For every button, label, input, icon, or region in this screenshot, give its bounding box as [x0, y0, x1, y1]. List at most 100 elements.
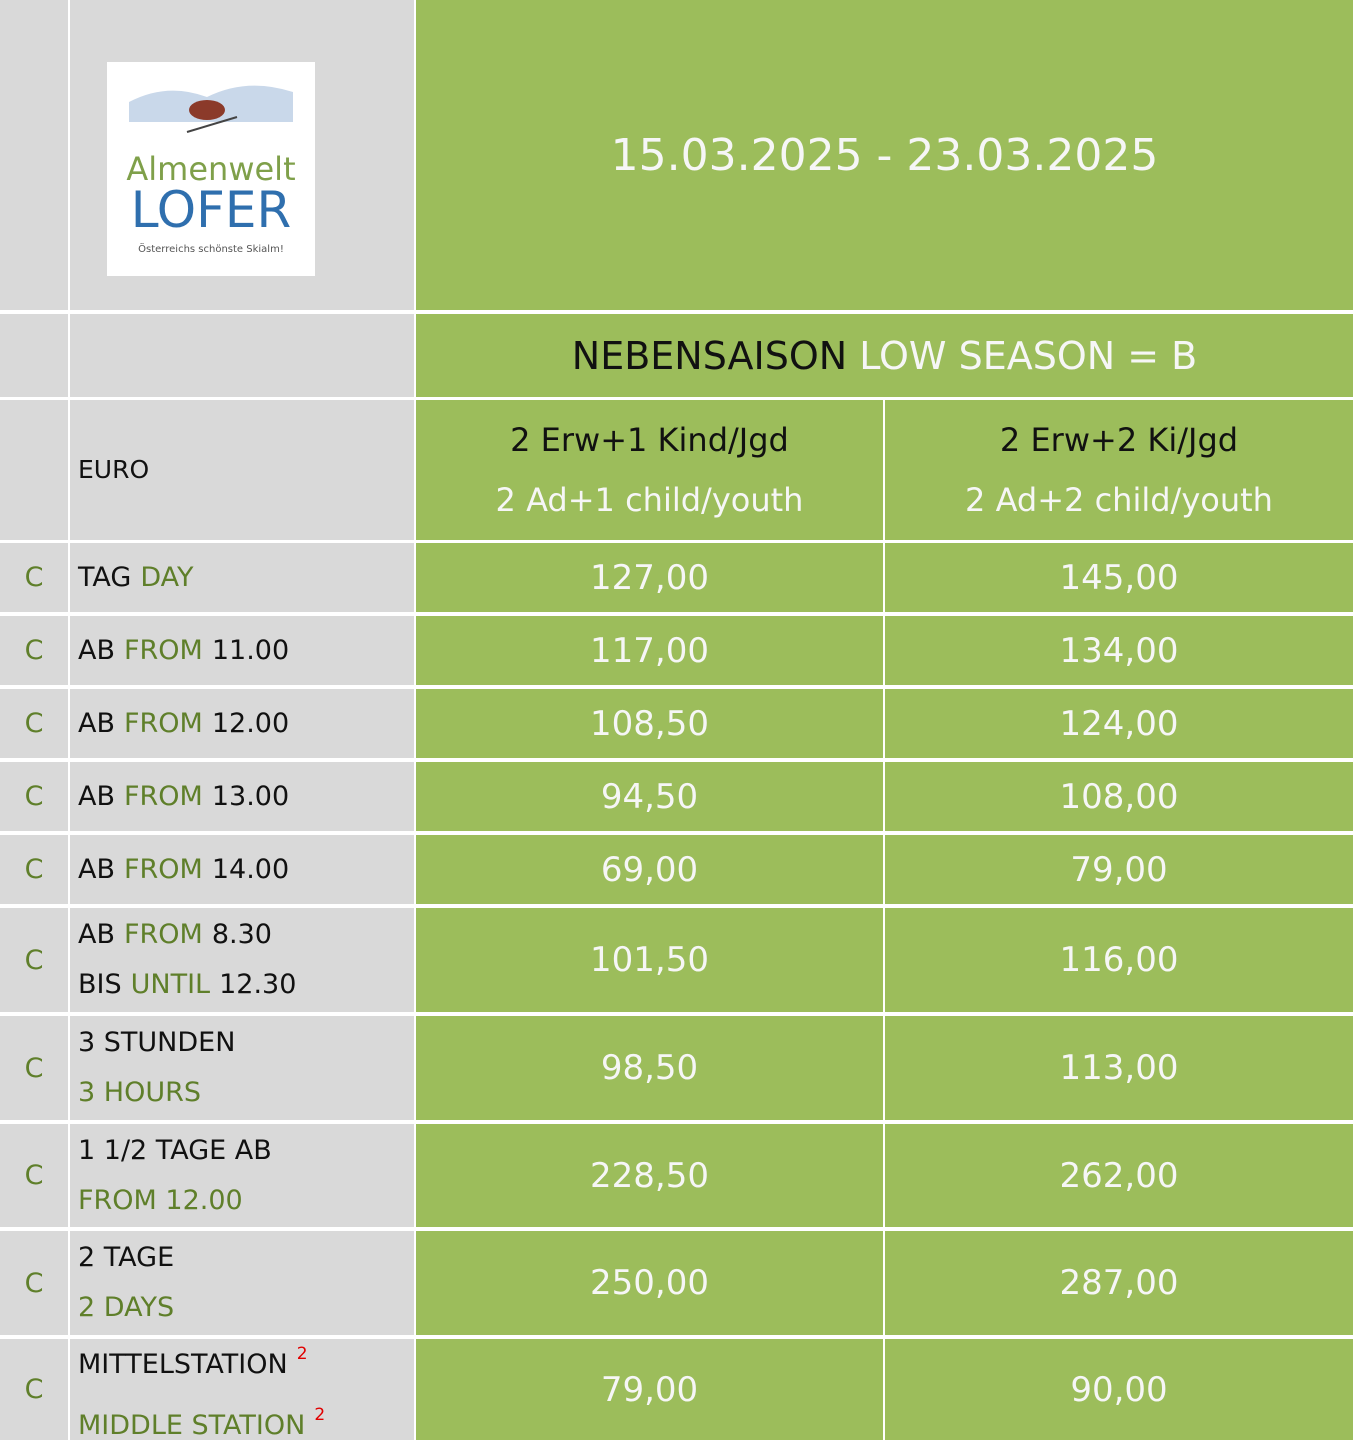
row-label: AB FROM 8.30 BIS UNTIL 12.30 — [70, 908, 414, 1012]
season-de: NEBENSAISON — [571, 333, 848, 378]
column-en: 2 Ad+1 child/youth — [495, 481, 804, 519]
logo-text: Almenwelt — [126, 150, 295, 188]
label-line: 3 STUNDEN — [78, 1018, 244, 1068]
empty-cell — [0, 314, 68, 397]
column-header: 2 Erw+1 Kind/Jgd 2 Ad+1 child/youth — [416, 400, 883, 540]
price-cell: 79,00 — [885, 835, 1353, 904]
label-part: 11.00 — [211, 634, 290, 666]
code: C — [24, 1160, 44, 1191]
label-line: MITTELSTATION 2 — [78, 1329, 317, 1390]
label-part: FROM — [124, 634, 203, 666]
price: 98,50 — [600, 1048, 699, 1088]
label-line: 2 DAYS — [78, 1283, 183, 1333]
price: 124,00 — [1059, 703, 1179, 744]
logo-cow — [189, 100, 225, 120]
price-cell: 108,50 — [416, 689, 883, 758]
price-cell: 145,00 — [885, 543, 1353, 612]
price: 69,00 — [600, 849, 699, 890]
row-code: C — [0, 1231, 68, 1335]
label-line: AB FROM 14.00 — [78, 845, 298, 895]
price: 228,50 — [590, 1155, 709, 1196]
label-part: 1 1/2 TAGE AB — [78, 1134, 272, 1166]
label-part: UNTIL — [130, 969, 211, 1000]
label-line: BIS UNTIL 12.30 — [78, 960, 305, 1010]
price-cell: 116,00 — [885, 908, 1353, 1012]
label-part: DAY — [140, 561, 194, 593]
column-header: 2 Erw+2 Ki/Jgd 2 Ad+2 child/youth — [885, 400, 1353, 540]
label-line: 2 TAGE — [78, 1233, 183, 1283]
label-part: BIS — [78, 969, 122, 1000]
label-line: MIDDLE STATION 2 — [78, 1390, 334, 1451]
price: 79,00 — [1070, 849, 1168, 890]
column-de: 2 Erw+2 Ki/Jgd — [999, 421, 1239, 459]
row-code: C — [0, 835, 68, 904]
label-part: 2 DAYS — [78, 1292, 175, 1323]
row-code: C — [0, 543, 68, 612]
label-line: AB FROM 12.00 — [78, 699, 298, 749]
column-de: 2 Erw+1 Kind/Jgd — [510, 421, 789, 459]
date-range: 15.03.2025 - 23.03.2025 — [610, 129, 1159, 181]
season-cell: NEBENSAISON LOW SEASON = B — [416, 314, 1353, 397]
row-label: TAG DAY — [70, 543, 414, 612]
price: 134,00 — [1059, 630, 1179, 671]
code: C — [24, 635, 44, 666]
column-en: 2 Ad+2 child/youth — [965, 481, 1273, 519]
row-label: AB FROM 12.00 — [70, 689, 414, 758]
code: C — [24, 708, 44, 739]
price-cell: 117,00 — [416, 616, 883, 685]
label-part: 3 STUNDEN — [78, 1027, 236, 1058]
row-code: C — [0, 616, 68, 685]
empty-cell — [0, 400, 68, 540]
price: 108,50 — [590, 703, 709, 744]
price-cell: 101,50 — [416, 908, 883, 1012]
price-cell: 287,00 — [885, 1231, 1353, 1335]
row-label: AB FROM 13.00 — [70, 762, 414, 831]
row-label: AB FROM 11.00 — [70, 616, 414, 685]
label-line: 3 HOURS — [78, 1068, 210, 1118]
row-code: C — [0, 1339, 68, 1440]
price-cell: 108,00 — [885, 762, 1353, 831]
row-label: 2 TAGE 2 DAYS — [70, 1231, 414, 1335]
row-label: 3 STUNDEN 3 HOURS — [70, 1016, 414, 1120]
price: 145,00 — [1059, 557, 1179, 598]
price: 101,50 — [590, 940, 709, 980]
label-line: TAG DAY — [78, 553, 203, 603]
price-cell: 228,50 — [416, 1124, 883, 1227]
label-part: AB — [78, 707, 115, 739]
label-part: FROM — [124, 780, 203, 812]
empty-cell — [0, 0, 68, 310]
row-code: C — [0, 689, 68, 758]
label-part: FROM — [124, 853, 203, 885]
label-line: AB FROM 11.00 — [78, 626, 298, 676]
label-part: TAG — [78, 561, 132, 593]
price: 127,00 — [590, 557, 709, 598]
row-code: C — [0, 908, 68, 1012]
label-part: FROM 12.00 — [78, 1184, 243, 1216]
label-part: 12.30 — [219, 969, 297, 1000]
label-part: 2 — [296, 1343, 308, 1364]
label-line: 1 1/2 TAGE AB — [78, 1126, 281, 1176]
price-cell: 69,00 — [416, 835, 883, 904]
price: 113,00 — [1059, 1048, 1179, 1088]
price-cell: 90,00 — [885, 1339, 1353, 1440]
price-cell: 94,50 — [416, 762, 883, 831]
price: 108,00 — [1059, 776, 1179, 817]
label-part: 3 HOURS — [78, 1077, 201, 1108]
label-part: 2 — [314, 1404, 326, 1425]
label-line: AB FROM 13.00 — [78, 772, 298, 822]
code: C — [24, 781, 44, 812]
price: 250,00 — [590, 1263, 709, 1303]
label-part: AB — [78, 780, 115, 812]
price: 287,00 — [1059, 1263, 1179, 1303]
price-cell: 113,00 — [885, 1016, 1353, 1120]
label-line: FROM 12.00 — [78, 1176, 252, 1226]
price: 90,00 — [1070, 1369, 1168, 1410]
row-code: C — [0, 1124, 68, 1227]
label-part: AB — [78, 853, 115, 885]
label-part: AB — [78, 919, 115, 950]
empty-cell — [70, 314, 414, 397]
price-cell: 124,00 — [885, 689, 1353, 758]
price: 117,00 — [590, 630, 709, 671]
